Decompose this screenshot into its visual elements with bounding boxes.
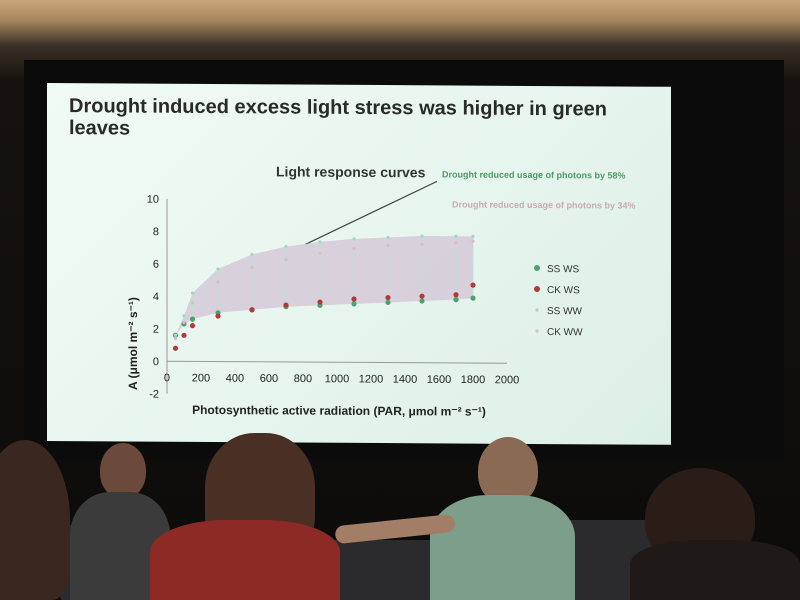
data-point xyxy=(385,294,391,301)
y-tick-label: 2 xyxy=(153,324,159,336)
data-point xyxy=(173,333,178,337)
annotation-green: Drought reduced usage of photons by 58% xyxy=(442,169,626,180)
legend-marker xyxy=(535,329,539,333)
data-point xyxy=(181,332,187,338)
x-tick-label: 1000 xyxy=(325,373,349,385)
legend-marker xyxy=(534,264,540,271)
data-point xyxy=(386,243,390,248)
data-point xyxy=(215,313,221,319)
data-point xyxy=(419,293,425,299)
data-point xyxy=(182,320,186,324)
data-point xyxy=(250,252,254,257)
data-point xyxy=(419,298,425,304)
data-point xyxy=(172,345,179,351)
legend-label: CK WS xyxy=(547,285,580,296)
y-tick-label: -2 xyxy=(149,389,159,401)
x-tick-label: 1200 xyxy=(359,373,383,385)
data-point xyxy=(318,251,322,255)
y-tick-label: 8 xyxy=(153,226,159,238)
data-point xyxy=(453,297,459,303)
data-point xyxy=(189,323,196,329)
data-point xyxy=(173,336,178,341)
data-point xyxy=(190,301,195,305)
data-point xyxy=(471,239,475,243)
data-point xyxy=(216,280,220,284)
legend-label: SS WS xyxy=(547,264,580,275)
data-point xyxy=(351,301,357,307)
x-tick-label: 1400 xyxy=(393,374,417,386)
data-point xyxy=(470,295,476,301)
shaded-gap-region xyxy=(175,236,474,336)
annotation-arrow xyxy=(304,180,438,246)
data-point xyxy=(317,299,323,305)
data-point xyxy=(385,299,391,306)
legend-marker xyxy=(534,285,540,292)
data-point xyxy=(250,265,254,270)
x-tick-label: 1600 xyxy=(427,374,451,386)
data-point xyxy=(470,282,476,288)
y-tick-label: 0 xyxy=(153,356,159,368)
y-tick-label: 10 xyxy=(147,194,159,206)
legend-marker xyxy=(535,308,539,312)
x-tick-label: 1800 xyxy=(461,374,485,386)
data-point xyxy=(453,292,459,298)
data-point xyxy=(386,235,390,240)
data-point xyxy=(454,234,458,238)
chart-points xyxy=(172,234,476,351)
light-response-chart: Light response curves Drought reduced us… xyxy=(126,163,636,419)
data-point xyxy=(190,291,195,295)
data-point xyxy=(284,244,288,249)
x-axis-line xyxy=(167,360,507,364)
data-point xyxy=(216,267,220,271)
chart-axes: 0 200 400 600 800 1000 1200 1400 1600 1800 2000 -2 0… xyxy=(147,194,519,401)
x-axis-label: Photosynthetic active radiation (PAR, μm… xyxy=(192,403,486,419)
chart-title: Light response curves xyxy=(276,163,426,180)
data-point xyxy=(454,241,458,245)
data-point xyxy=(283,302,289,308)
data-point xyxy=(471,234,475,238)
x-tick-label: 200 xyxy=(192,372,210,384)
data-point xyxy=(351,296,357,302)
y-tick-label: 4 xyxy=(153,291,159,303)
data-point xyxy=(182,314,186,318)
x-tick-label: 800 xyxy=(294,373,312,385)
legend-label: SS WW xyxy=(547,306,583,317)
gap-shading xyxy=(175,236,473,336)
x-tick-label: 400 xyxy=(226,373,244,385)
data-point xyxy=(352,237,356,241)
y-tick-label: 6 xyxy=(153,259,159,271)
data-point xyxy=(189,316,196,322)
data-point xyxy=(352,247,356,251)
annotation-pink: Drought reduced usage of photons by 34% xyxy=(452,199,636,210)
projected-slide: Drought induced excess light stress was … xyxy=(47,83,671,445)
data-point xyxy=(420,242,424,246)
data-point xyxy=(420,234,424,238)
x-tick-label: 600 xyxy=(260,373,278,385)
y-axis-label: A (μmol m⁻² s⁻¹) xyxy=(126,297,140,390)
chart-legend: SS WS CK WS SS WW CK WW xyxy=(534,264,583,338)
x-tick-label: 0 xyxy=(164,372,170,384)
data-point xyxy=(318,240,322,244)
data-point xyxy=(249,307,255,313)
x-tick-label: 2000 xyxy=(495,374,519,386)
data-point xyxy=(284,257,288,262)
legend-label: CK WW xyxy=(547,327,583,338)
